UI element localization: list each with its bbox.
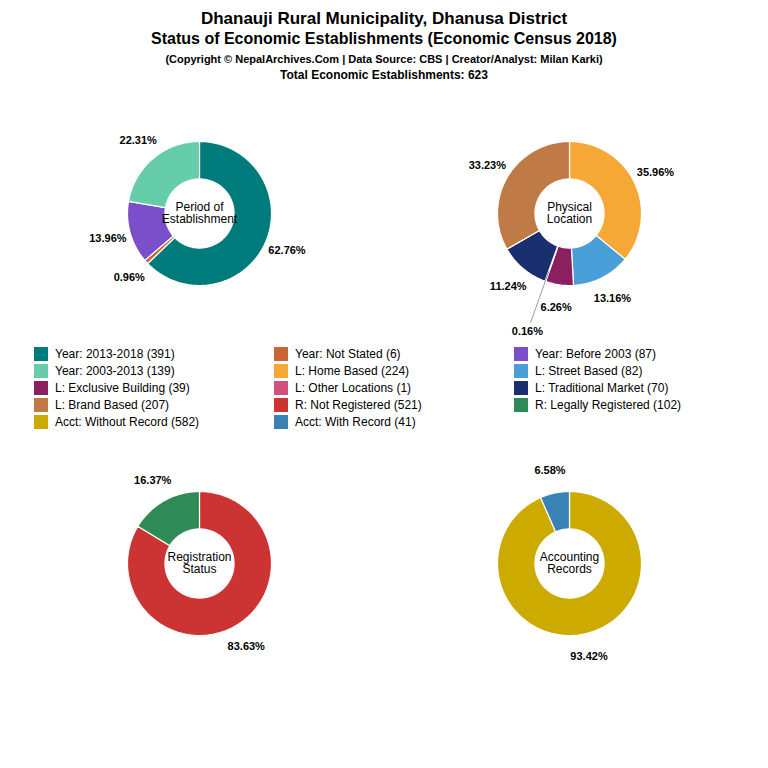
svg-text:62.76%: 62.76% (268, 244, 306, 256)
html-text:Year: 2003-2013 (139): Year: 2003-2013 (139) (55, 364, 175, 378)
html-text:Year: Before 2003 (87): Year: Before 2003 (87) (535, 347, 656, 361)
html-text:R: Legally Registered (102): R: Legally Registered (102) (535, 398, 682, 412)
html-text:Acct: With Record (41): Acct: With Record (41) (295, 415, 416, 429)
html-text:L: Street Based (82): L: Street Based (82) (535, 364, 643, 378)
html-text:Year: Not Stated (6): Year: Not Stated (6) (295, 347, 401, 361)
svg-text:0.96%: 0.96% (114, 271, 145, 283)
html-text:Year: 2013-2018 (391): Year: 2013-2018 (391) (55, 347, 175, 361)
html-text:R: Not Registered (521): R: Not Registered (521) (295, 398, 422, 412)
svg-text:11.24%: 11.24% (490, 280, 527, 292)
html-text:(Copyright © NepalArchives.Com: (Copyright © NepalArchives.Com | Data So… (165, 53, 603, 66)
html-text:Dhanauji Rural Municipality, D: Dhanauji Rural Municipality, Dhanusa Dis… (200, 9, 568, 28)
svg-text:RegistrationStatus: RegistrationStatus (167, 550, 231, 576)
svg-text:PhysicalLocation: PhysicalLocation (547, 200, 592, 226)
svg-text:6.58%: 6.58% (534, 464, 565, 476)
svg-text:93.42%: 93.42% (570, 650, 608, 662)
svg-text:83.63%: 83.63% (228, 640, 266, 652)
svg-text:6.26%: 6.26% (541, 301, 572, 313)
svg-text:13.16%: 13.16% (594, 292, 632, 304)
html-text:Total Economic Establishments:: Total Economic Establishments: 623 (280, 68, 488, 82)
html-text:L: Home Based (224): L: Home Based (224) (295, 364, 410, 378)
html-text:L: Other Locations (1): L: Other Locations (1) (295, 381, 412, 395)
html-text:L: Traditional Market (70): L: Traditional Market (70) (535, 381, 669, 395)
svg-text:AccountingRecords: AccountingRecords (540, 550, 599, 576)
svg-text:35.96%: 35.96% (637, 166, 675, 178)
svg-text:16.37%: 16.37% (134, 474, 172, 486)
html-text:L: Brand Based (207): L: Brand Based (207) (55, 398, 170, 412)
svg-text:22.31%: 22.31% (120, 134, 158, 146)
html-text:Status of Economic Establishme: Status of Economic Establishments (Econo… (151, 30, 617, 48)
html-text:L: Exclusive Building (39): L: Exclusive Building (39) (55, 381, 190, 395)
svg-text:0.16%: 0.16% (512, 325, 543, 337)
svg-text:13.96%: 13.96% (89, 232, 127, 244)
html-text:Acct: Without Record (582): Acct: Without Record (582) (55, 415, 200, 429)
svg-text:Period ofEstablishment: Period ofEstablishment (162, 200, 238, 226)
svg-text:33.23%: 33.23% (469, 159, 507, 171)
